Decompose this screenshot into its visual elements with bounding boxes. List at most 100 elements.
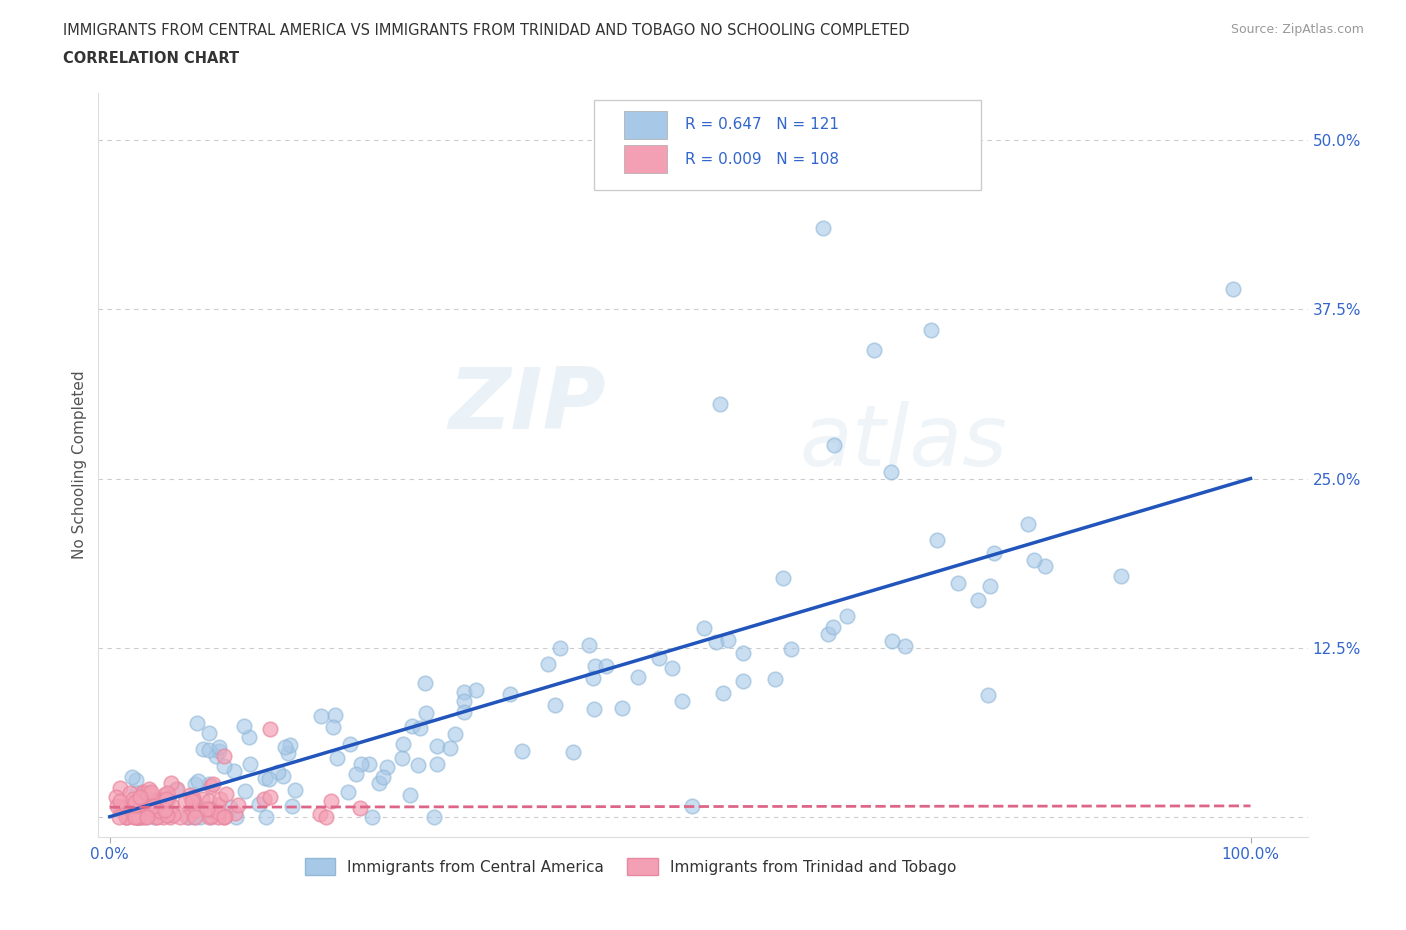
Point xyxy=(772,570,794,585)
Point xyxy=(142,792,165,807)
Point xyxy=(322,720,344,735)
FancyBboxPatch shape xyxy=(624,111,666,140)
Point xyxy=(277,745,299,760)
Point xyxy=(165,781,187,796)
Point xyxy=(136,801,159,816)
Point xyxy=(811,220,834,235)
Point xyxy=(136,795,159,810)
Point xyxy=(105,798,128,813)
Point xyxy=(120,785,142,800)
Point xyxy=(321,794,343,809)
Point xyxy=(138,804,160,818)
Point xyxy=(661,660,683,675)
Point xyxy=(135,809,157,824)
Point xyxy=(453,684,475,699)
Text: IMMIGRANTS FROM CENTRAL AMERICA VS IMMIGRANTS FROM TRINIDAD AND TOBAGO NO SCHOOL: IMMIGRANTS FROM CENTRAL AMERICA VS IMMIG… xyxy=(63,23,910,38)
Point xyxy=(200,808,222,823)
Point xyxy=(181,790,204,805)
FancyBboxPatch shape xyxy=(595,100,981,190)
Point xyxy=(510,744,533,759)
Point xyxy=(124,797,146,812)
Point xyxy=(155,791,177,806)
Point xyxy=(323,708,346,723)
Point xyxy=(115,809,138,824)
Point xyxy=(582,701,605,716)
Point xyxy=(193,742,215,757)
Point xyxy=(201,777,224,791)
Point xyxy=(142,803,165,817)
Point xyxy=(208,743,231,758)
Point xyxy=(136,803,159,817)
Point xyxy=(821,620,844,635)
Point xyxy=(391,751,413,765)
Point xyxy=(925,533,948,548)
Point xyxy=(191,791,214,806)
Point xyxy=(132,786,155,801)
Point xyxy=(612,700,634,715)
Point xyxy=(717,632,740,647)
Point xyxy=(257,772,280,787)
Point xyxy=(375,760,398,775)
Point xyxy=(239,757,262,772)
Point xyxy=(138,781,160,796)
Point xyxy=(349,756,371,771)
Point xyxy=(214,808,236,823)
Point xyxy=(681,799,703,814)
Point xyxy=(179,787,201,802)
Point xyxy=(254,809,277,824)
Point xyxy=(1222,282,1244,297)
Point xyxy=(582,671,605,685)
Point xyxy=(159,776,181,790)
Point xyxy=(401,718,423,733)
Point xyxy=(124,809,146,824)
Point xyxy=(835,608,858,623)
Point xyxy=(948,576,970,591)
Point xyxy=(125,773,148,788)
Point xyxy=(153,788,176,803)
Text: R = 0.009   N = 108: R = 0.009 N = 108 xyxy=(685,152,839,166)
Point xyxy=(145,809,167,824)
Point xyxy=(238,730,260,745)
Point xyxy=(186,715,208,730)
Point xyxy=(143,804,166,819)
Point xyxy=(863,342,886,357)
Point xyxy=(709,397,731,412)
Point xyxy=(127,795,149,810)
Point xyxy=(125,796,148,811)
Point xyxy=(578,637,600,652)
Point xyxy=(225,809,247,824)
Point xyxy=(212,809,235,824)
Point xyxy=(127,798,149,813)
Point xyxy=(233,718,256,733)
Point xyxy=(200,778,222,793)
Point xyxy=(309,709,332,724)
Point xyxy=(894,639,917,654)
Point xyxy=(107,809,129,824)
Point xyxy=(406,757,429,772)
Point xyxy=(197,743,219,758)
Point xyxy=(648,651,671,666)
Point xyxy=(399,788,422,803)
Point xyxy=(253,770,276,785)
Text: ZIP: ZIP xyxy=(449,364,606,447)
Point xyxy=(112,801,135,816)
Point xyxy=(253,791,276,806)
Point xyxy=(127,809,149,824)
Point xyxy=(127,809,149,824)
Point xyxy=(453,705,475,720)
Point xyxy=(595,658,617,673)
Point xyxy=(207,804,229,819)
Point xyxy=(823,437,845,452)
Point xyxy=(153,803,176,817)
Text: CORRELATION CHART: CORRELATION CHART xyxy=(63,51,239,66)
Point xyxy=(367,776,389,790)
Point xyxy=(212,809,235,824)
Point xyxy=(409,720,432,735)
Point xyxy=(146,800,169,815)
Point xyxy=(209,791,232,806)
Point xyxy=(671,693,693,708)
Point xyxy=(499,686,522,701)
Point xyxy=(149,804,172,818)
Point xyxy=(259,722,281,737)
Point xyxy=(337,784,360,799)
